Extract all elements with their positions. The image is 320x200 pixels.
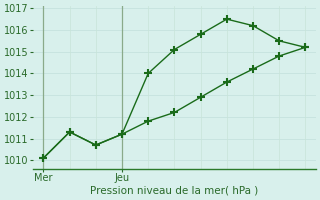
X-axis label: Pression niveau de la mer( hPa ): Pression niveau de la mer( hPa ) [90,186,259,196]
